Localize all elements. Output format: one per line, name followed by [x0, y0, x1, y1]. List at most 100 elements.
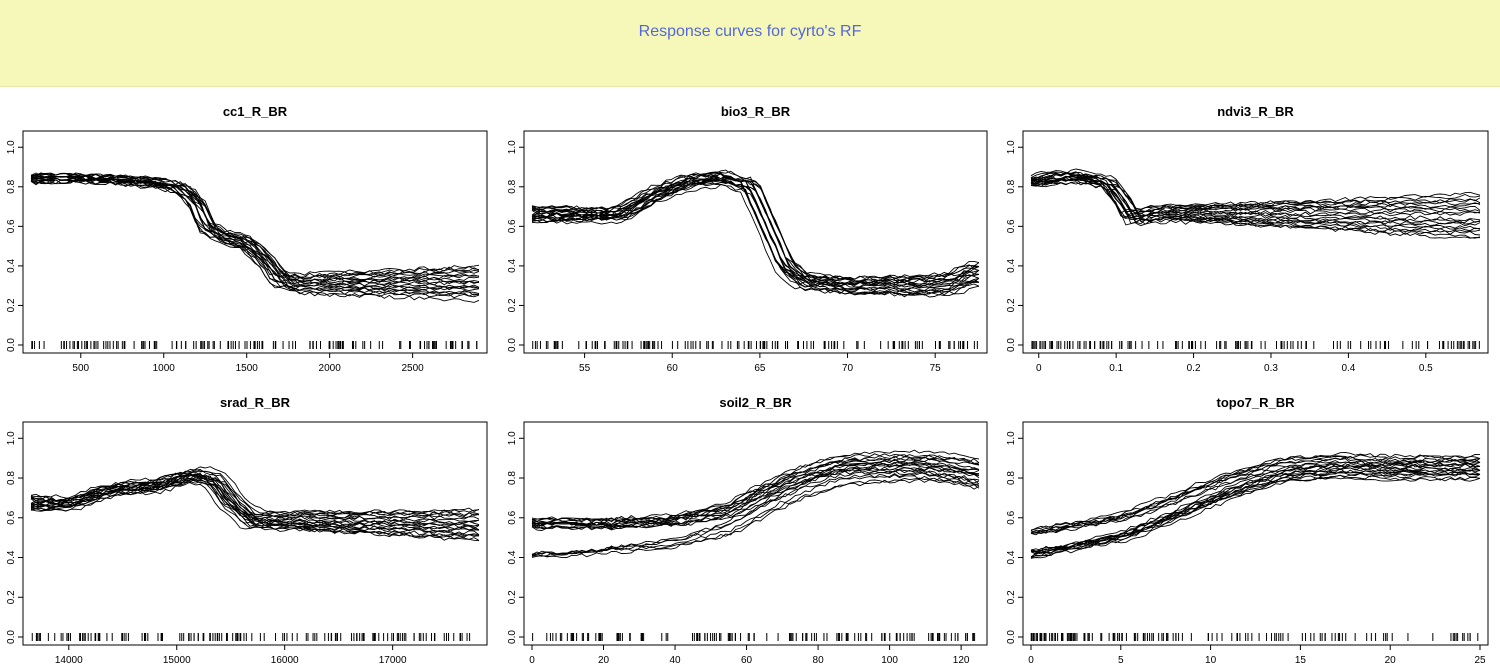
panel-title: soil2_R_BR — [719, 395, 792, 410]
response-curve — [531, 466, 980, 522]
x-tick-label: 0.1 — [1109, 363, 1123, 374]
y-tick-label: 0.0 — [1006, 630, 1017, 644]
x-tick-label: 20 — [598, 655, 610, 666]
x-tick-label: 1500 — [236, 363, 259, 374]
y-tick-label: 0.2 — [507, 298, 518, 312]
response-curve — [30, 474, 480, 531]
response-curve — [30, 174, 480, 276]
x-tick-label: 500 — [72, 363, 89, 374]
response-curve — [30, 173, 480, 303]
y-tick-label: 0.4 — [1006, 259, 1017, 273]
x-tick-label: 2500 — [402, 363, 425, 374]
x-tick-label: 0.2 — [1187, 363, 1201, 374]
panel-cc1_R_BR: cc1_R_BR 0.0 0.2 0.4 0.6 0.8 1.0 500 1000 1500 200… — [6, 104, 488, 374]
panel-title: srad_R_BR — [220, 395, 291, 410]
x-tick-label: 1000 — [153, 363, 176, 374]
response-curve — [531, 180, 980, 288]
panel-title: ndvi3_R_BR — [1217, 104, 1294, 119]
y-tick-label: 0.0 — [6, 338, 17, 352]
x-tick-label: 0 — [529, 655, 535, 666]
response-curve — [1030, 471, 1481, 553]
response-curve — [1030, 474, 1481, 555]
x-tick-label: 2000 — [319, 363, 342, 374]
y-tick-label: 0.2 — [6, 590, 17, 604]
response-curve — [30, 474, 480, 521]
response-curve — [1030, 177, 1481, 233]
response-curve — [1030, 455, 1481, 531]
x-tick-label: 0.3 — [1264, 363, 1278, 374]
x-tick-label: 16000 — [271, 655, 299, 666]
y-tick-label: 0.0 — [507, 338, 518, 352]
response-curve — [531, 470, 980, 530]
y-tick-label: 0.4 — [6, 550, 17, 564]
x-tick-label: 17000 — [379, 655, 407, 666]
response-curve — [1030, 168, 1481, 210]
response-curve — [531, 472, 980, 556]
response-curve — [531, 170, 980, 284]
response-curve — [531, 449, 980, 527]
title-banner: Response curves for cyrto's RF — [0, 0, 1500, 87]
panel-srad_R_BR: srad_R_BR 0.0 0.2 0.4 0.6 0.8 1.0 14000 15000 160… — [6, 395, 488, 666]
response-curve — [531, 180, 980, 295]
response-curve — [30, 179, 480, 292]
y-tick-label: 0.6 — [6, 219, 17, 233]
response-curve — [30, 178, 480, 283]
y-tick-label: 0.4 — [6, 259, 17, 273]
x-tick-label: 10 — [1205, 655, 1217, 666]
response-curve — [30, 481, 480, 538]
y-tick-label: 0.0 — [507, 630, 518, 644]
panel-ndvi3_R_BR: ndvi3_R_BR 0.0 0.2 0.4 0.6 0.8 1.0 0 0.1 0.2 0.3 0.… — [1006, 104, 1489, 374]
panel-topo7_R_BR: topo7_R_BR 0.0 0.2 0.4 0.6 0.8 1.0 0 5 10 15 20 25 — [1006, 395, 1489, 666]
x-tick-label: 25 — [1474, 655, 1486, 666]
response-curve — [531, 454, 980, 527]
y-tick-label: 1.0 — [6, 431, 17, 445]
response-curve — [30, 173, 480, 283]
x-tick-label: 14000 — [55, 655, 83, 666]
x-tick-label: 60 — [741, 655, 753, 666]
plot-frame — [1022, 130, 1489, 354]
response-curve — [531, 172, 980, 287]
y-tick-label: 0.6 — [6, 510, 17, 524]
response-curve — [30, 466, 480, 516]
x-tick-label: 0.5 — [1419, 363, 1433, 374]
plot-frame — [22, 130, 488, 354]
response-curve — [30, 174, 480, 296]
y-tick-label: 1.0 — [507, 140, 518, 154]
y-tick-label: 0.8 — [507, 179, 518, 193]
response-curve — [1030, 172, 1481, 212]
x-tick-label: 75 — [930, 363, 942, 374]
response-curve — [531, 176, 980, 287]
response-curve — [531, 458, 980, 523]
response-curve — [30, 468, 480, 514]
y-tick-label: 1.0 — [1006, 431, 1017, 445]
x-tick-label: 15 — [1295, 655, 1307, 666]
response-curve — [531, 175, 980, 289]
y-tick-label: 0.8 — [6, 471, 17, 485]
plot-frame — [22, 421, 488, 646]
response-curve — [1030, 457, 1481, 532]
response-curve — [30, 476, 480, 531]
x-tick-label: 0 — [1036, 363, 1042, 374]
response-curve — [531, 453, 980, 523]
x-tick-label: 60 — [667, 363, 679, 374]
response-curve — [30, 172, 480, 278]
y-tick-label: 0.4 — [1006, 550, 1017, 564]
response-curve — [1030, 172, 1481, 239]
plot-frame — [1022, 421, 1489, 646]
y-tick-label: 0.6 — [1006, 510, 1017, 524]
response-curve — [531, 169, 980, 280]
response-curve — [1030, 467, 1481, 553]
response-curve — [30, 172, 480, 295]
response-curve — [531, 462, 980, 557]
response-curve — [1030, 465, 1481, 533]
panel-soil2_R_BR: soil2_R_BR 0.0 0.2 0.4 0.6 0.8 1.0 0 20 40 60 80 100… — [507, 395, 988, 666]
panel-title: topo7_R_BR — [1216, 395, 1295, 410]
response-curve — [1030, 461, 1481, 551]
page-title: Response curves for cyrto's RF — [638, 23, 862, 40]
y-tick-label: 0.2 — [1006, 298, 1017, 312]
response-curve — [531, 180, 980, 294]
response-curve — [531, 179, 980, 296]
response-curve — [531, 464, 980, 526]
x-tick-label: 55 — [579, 363, 591, 374]
response-curve — [531, 467, 980, 556]
